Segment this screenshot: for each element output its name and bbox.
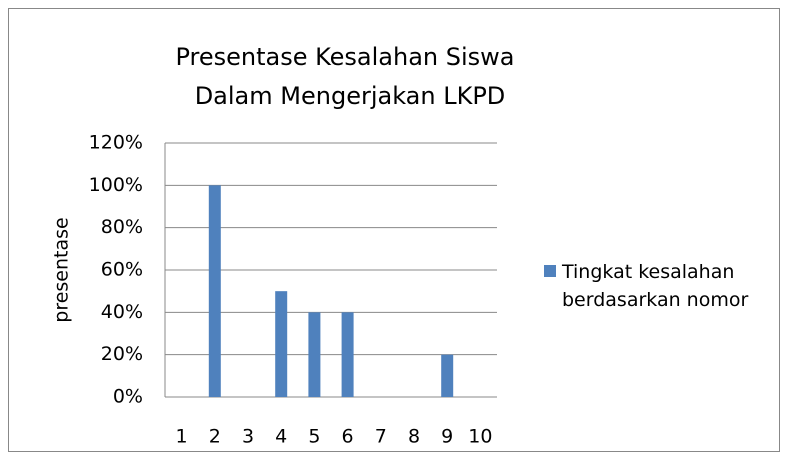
y-tick-label: 120% <box>89 132 143 154</box>
bar <box>341 312 354 397</box>
x-tick-label: 4 <box>275 426 287 448</box>
y-axis-label: presentase <box>51 217 73 322</box>
bar <box>208 185 221 397</box>
x-tick-label: 9 <box>441 426 453 448</box>
y-tick-label: 60% <box>101 259 143 281</box>
chart-title: Dalam Mengerjakan LKPD <box>195 82 506 110</box>
y-tick-label: 40% <box>101 301 143 323</box>
legend-swatch <box>544 265 556 277</box>
y-tick-label: 100% <box>89 174 143 196</box>
chart-title: Presentase Kesalahan Siswa <box>175 43 514 71</box>
legend-label: Tingkat kesalahan berdasarkan nomor <box>562 261 749 311</box>
x-tick-label: 7 <box>375 426 387 448</box>
x-tick-label: 5 <box>308 426 320 448</box>
x-tick-label: 2 <box>209 426 221 448</box>
y-tick-label: 20% <box>101 343 143 365</box>
x-tick-label: 8 <box>408 426 420 448</box>
y-tick-label: 80% <box>101 216 143 238</box>
bar <box>308 312 321 397</box>
x-tick-label: 3 <box>242 426 254 448</box>
x-tick-label: 10 <box>468 426 492 448</box>
x-tick-label: 1 <box>176 426 188 448</box>
bar <box>275 291 288 397</box>
y-tick-label: 0% <box>113 386 143 408</box>
x-tick-label: 6 <box>342 426 354 448</box>
bar <box>441 354 454 397</box>
chart-border <box>8 8 780 452</box>
